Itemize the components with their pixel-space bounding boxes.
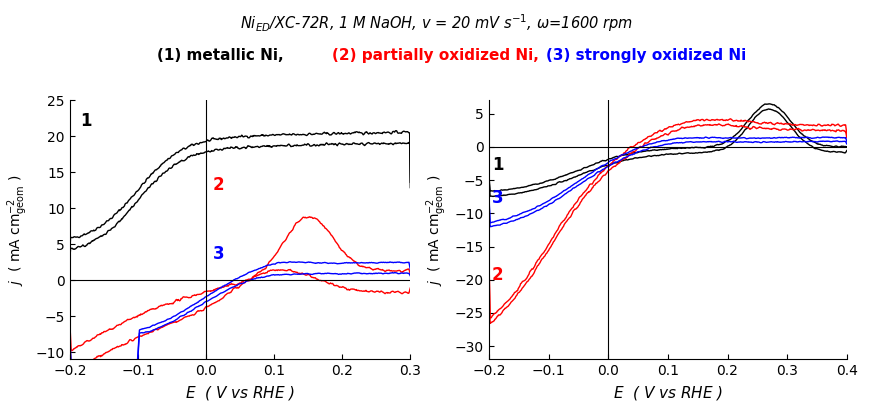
X-axis label: $E$  ( V vs RHE ): $E$ ( V vs RHE ) xyxy=(185,384,295,402)
Text: (1) metallic Ni,: (1) metallic Ni, xyxy=(157,48,284,63)
Text: 2: 2 xyxy=(491,266,504,284)
Text: 3: 3 xyxy=(491,189,504,207)
X-axis label: $E$  ( V vs RHE ): $E$ ( V vs RHE ) xyxy=(613,384,723,402)
Y-axis label: $j$  ( mA cm$^{-2}_{\mathregular{geom}}$ ): $j$ ( mA cm$^{-2}_{\mathregular{geom}}$ … xyxy=(424,174,450,285)
Text: 2: 2 xyxy=(213,176,224,194)
Text: (2) partially oxidized Ni,: (2) partially oxidized Ni, xyxy=(332,48,539,63)
Text: (3) strongly oxidized Ni: (3) strongly oxidized Ni xyxy=(546,48,746,63)
Text: 1: 1 xyxy=(491,156,504,174)
Text: 1: 1 xyxy=(80,112,92,130)
Text: $Ni_{ED}$/XC-72R, 1 M NaOH, $v$ = 20 mV s$^{-1}$, $\omega$=1600 rpm: $Ni_{ED}$/XC-72R, 1 M NaOH, $v$ = 20 mV … xyxy=(240,13,633,34)
Y-axis label: $j$  ( mA cm$^{-2}_{\mathregular{geom}}$ ): $j$ ( mA cm$^{-2}_{\mathregular{geom}}$ … xyxy=(5,174,31,285)
Text: 3: 3 xyxy=(213,245,224,263)
